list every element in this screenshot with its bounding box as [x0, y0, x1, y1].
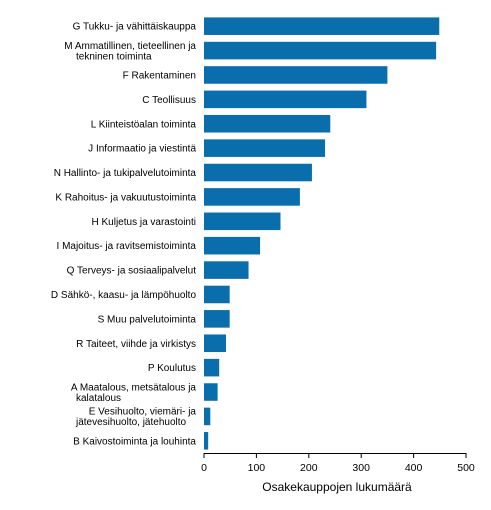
bar: [204, 285, 230, 304]
x-tick-label: 500: [457, 462, 475, 474]
category-label: J Informaatio ja viestintä: [88, 144, 196, 155]
bar: [204, 334, 227, 353]
category-label: N Hallinto- ja tukipalvelutoiminta: [54, 168, 197, 179]
bar: [204, 90, 367, 109]
category-label: Q Terveys- ja sosiaalipalvelut: [67, 266, 197, 277]
bar: [204, 310, 230, 328]
category-label: H Kuljetus ja varastointi: [92, 217, 197, 228]
x-tick-label: 0: [201, 462, 207, 474]
bar: [204, 236, 261, 255]
bar: [204, 261, 249, 279]
category-label: B Kaivostoiminta ja louhinta: [73, 436, 196, 447]
category-label: M Ammatillinen, tieteellinen ja tekninen …: [64, 41, 196, 63]
category-label: C Teollisuus: [142, 95, 196, 106]
x-tick-label: 400: [405, 462, 423, 474]
x-tick-label: 300: [352, 462, 370, 474]
x-axis-title: Osakekauppojen lukumäärä: [262, 480, 412, 494]
bar: [204, 114, 331, 133]
category-label: S Muu palvelutoiminta: [98, 314, 197, 325]
bar: [204, 41, 437, 60]
bar: [204, 139, 326, 157]
bars-group: [204, 17, 440, 450]
category-labels-group: G Tukku- ja vähittäiskauppa M Ammatilline…: [51, 22, 197, 448]
category-label: A Maatalous, metsätalous ja kalatalous: [71, 382, 197, 404]
bar: [204, 163, 312, 182]
x-ticks-group: 0 100 200 300 400 500: [201, 453, 475, 474]
bar: [204, 407, 211, 426]
category-label: E Vesihuolto, viemäri- ja jätevesihuolto,…: [75, 407, 196, 429]
x-tick-label: 100: [248, 462, 266, 474]
category-label: L Kiinteistöalan toiminta: [91, 119, 197, 130]
category-label: K Rahoitus- ja vakuutustoiminta: [55, 192, 196, 203]
category-label: R Taiteet, viihde ja virkistys: [76, 339, 196, 350]
category-label: I Majoitus- ja ravitsemistoiminta: [57, 241, 197, 252]
category-label: D Sähkö-, kaasu- ja lämpöhuolto: [51, 290, 197, 301]
category-label: G Tukku- ja vähittäiskauppa: [73, 22, 197, 33]
bar: [204, 212, 281, 231]
bar: [204, 432, 209, 450]
category-label: P Koulutus: [148, 363, 196, 374]
bar: [204, 17, 440, 35]
bar: [204, 383, 218, 401]
bar: [204, 358, 220, 377]
bar: [204, 66, 388, 84]
category-label: F Rakentaminen: [123, 70, 196, 81]
x-tick-label: 200: [300, 462, 318, 474]
bar: [204, 188, 300, 206]
